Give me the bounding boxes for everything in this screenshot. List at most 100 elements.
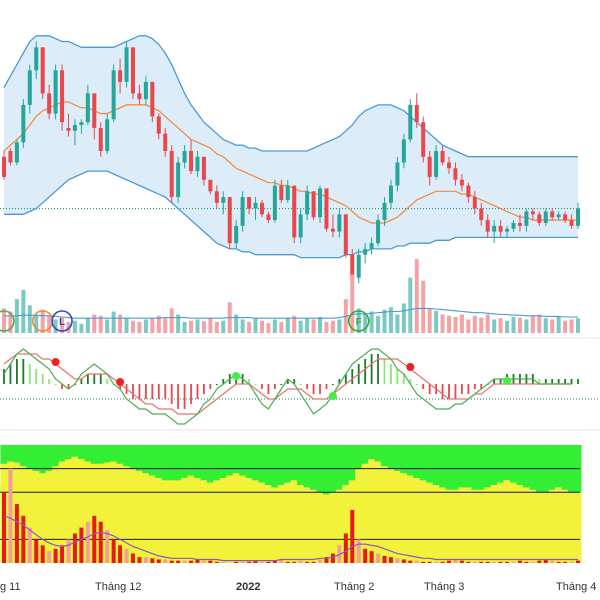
- flow-green-segment: [445, 445, 453, 490]
- candle-body: [434, 150, 439, 177]
- flow-red-bar: [453, 559, 458, 563]
- volume-bar: [285, 317, 290, 333]
- volume-bar: [543, 318, 548, 333]
- macd-histogram-bar: [170, 384, 173, 404]
- flow-yellow-segment: [71, 456, 79, 563]
- flow-green-segment: [19, 445, 27, 467]
- flow-yellow-segment: [161, 480, 169, 563]
- flow-green-segment: [142, 445, 150, 474]
- flow-red-bar: [221, 561, 226, 563]
- volume-bar: [150, 317, 155, 333]
- volume-bar: [350, 274, 355, 333]
- flow-red-bar: [537, 560, 542, 563]
- flow-green-segment: [264, 445, 272, 486]
- volume-bar: [324, 321, 329, 333]
- flow-red-bar: [382, 555, 387, 563]
- flow-yellow-segment: [451, 489, 459, 563]
- macd-histogram-bar: [273, 384, 276, 389]
- flow-yellow-segment: [200, 480, 208, 563]
- volume-bar: [182, 321, 187, 333]
- candle-body: [98, 127, 103, 151]
- volume-bar: [34, 314, 39, 333]
- flow-yellow-segment: [400, 473, 408, 563]
- candle-body: [124, 47, 129, 82]
- volume-bar: [189, 320, 194, 333]
- volume-bar: [382, 309, 387, 333]
- macd-histogram-bar: [293, 379, 296, 384]
- macd-panel: [0, 348, 600, 431]
- candle-body: [266, 214, 271, 221]
- flow-yellow-segment: [413, 478, 421, 563]
- flow-red-bar: [176, 560, 181, 563]
- macd-histogram-bar: [364, 359, 367, 384]
- macd-histogram-bar: [551, 379, 554, 384]
- macd-histogram-bar: [190, 384, 192, 404]
- flow-yellow-segment: [168, 480, 176, 563]
- flow-red-bar: [363, 548, 368, 563]
- candle-body: [247, 197, 252, 209]
- flow-red-bar: [247, 561, 252, 563]
- flow-green-segment: [451, 445, 459, 490]
- flow-red-bar: [259, 561, 264, 563]
- candle-body: [369, 243, 374, 249]
- flow-yellow-segment: [84, 461, 92, 563]
- flow-green-segment: [393, 445, 401, 471]
- candle-body: [176, 162, 181, 198]
- flow-yellow-segment: [58, 461, 66, 563]
- flow-yellow-segment: [426, 482, 434, 563]
- flow-green-segment: [187, 445, 195, 476]
- volume-bar: [453, 317, 458, 333]
- macd-histogram-bar: [177, 384, 180, 409]
- flow-green-segment: [477, 445, 485, 490]
- macd-histogram-bar: [35, 369, 38, 384]
- flow-green-segment: [419, 445, 427, 481]
- candle-body: [85, 93, 90, 123]
- macd-histogram-bar: [383, 359, 386, 384]
- flow-green-segment: [123, 445, 131, 467]
- macd-histogram-bar: [332, 384, 334, 385]
- flow-red-bar: [21, 515, 26, 563]
- flow-red-bar: [517, 560, 522, 563]
- volume-bar: [105, 319, 110, 333]
- candle-body: [189, 150, 194, 172]
- candle-body: [414, 104, 419, 123]
- flow-yellow-segment: [393, 470, 401, 563]
- macd-histogram-bar: [390, 364, 392, 384]
- flow-yellow-segment: [26, 468, 34, 563]
- candle-body: [576, 208, 580, 226]
- candle-body: [305, 191, 310, 215]
- flow-green-segment: [90, 445, 98, 464]
- macd-histogram-bar: [67, 384, 70, 389]
- flow-red-bar: [556, 561, 561, 563]
- flow-yellow-segment: [406, 475, 414, 563]
- flow-yellow-segment: [174, 480, 182, 563]
- flow-yellow-segment: [484, 487, 492, 563]
- candle-body: [118, 70, 123, 82]
- volume-bar: [40, 309, 45, 333]
- flow-red-bar: [182, 560, 187, 563]
- flow-yellow-segment: [303, 487, 311, 563]
- flow-red-bar: [408, 560, 413, 563]
- flow-green-segment: [77, 445, 85, 460]
- flow-yellow-segment: [290, 480, 298, 563]
- flow-yellow-segment: [361, 463, 369, 563]
- macd-histogram-bar: [157, 384, 160, 399]
- macd-sell-dot: [116, 378, 125, 386]
- macd-histogram-bar: [86, 374, 89, 384]
- flow-yellow-segment: [64, 459, 73, 563]
- flow-green-segment: [71, 445, 79, 457]
- volume-bar: [221, 320, 226, 333]
- flow-green-segment: [406, 445, 414, 476]
- volume-bar: [363, 314, 368, 333]
- candle-body: [92, 93, 97, 128]
- flow-red-bar: [111, 539, 116, 563]
- flow-yellow-segment: [129, 468, 137, 563]
- volume-bar: [47, 315, 52, 333]
- flow-yellow-segment: [39, 473, 47, 563]
- flow-red-bar: [279, 559, 284, 563]
- macd-histogram-bar: [254, 384, 257, 385]
- flow-red-bar: [98, 521, 103, 563]
- macd-buy-dot: [328, 392, 337, 400]
- flow-red-bar: [266, 561, 271, 563]
